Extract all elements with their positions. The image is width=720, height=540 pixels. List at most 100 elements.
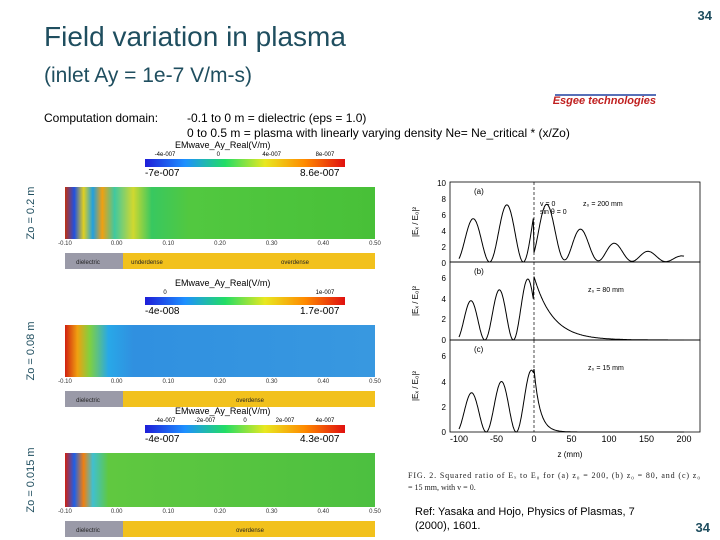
page-number-top: 34 bbox=[698, 8, 713, 23]
axis-tick: 0.20 bbox=[214, 509, 226, 515]
page-number-bottom: 34 bbox=[696, 520, 711, 535]
slide-subtitle: (inlet Ay = 1e-7 V/m-s) bbox=[44, 64, 252, 87]
colorbar-tick: 4e-007 bbox=[262, 152, 281, 158]
region-dielectric bbox=[65, 521, 123, 537]
x-tick-label: 100 bbox=[601, 434, 616, 444]
y-axis-label: |Eₓ / E₀|² bbox=[411, 286, 420, 316]
x-tick-label: -100 bbox=[450, 434, 468, 444]
field-map bbox=[65, 325, 375, 377]
axis-tick: 0.00 bbox=[111, 241, 123, 247]
panel-note: z₀ = 15 mm bbox=[588, 365, 624, 372]
colorbar bbox=[145, 159, 345, 167]
colorbar-min: -7e-007 bbox=[145, 168, 180, 179]
plot-frame bbox=[449, 261, 701, 341]
x-tick-label: 50 bbox=[566, 434, 576, 444]
y-tick-label: 2 bbox=[442, 315, 447, 324]
x-tick-label: -50 bbox=[490, 434, 503, 444]
panel-tag: (a) bbox=[474, 187, 484, 196]
reference: Ref: Yasaka and Hojo, Physics of Plasmas… bbox=[415, 506, 635, 518]
colorbar-tick: 0 bbox=[243, 418, 247, 424]
y-tick-label: 2 bbox=[442, 243, 447, 252]
y-tick-label: 8 bbox=[442, 195, 447, 204]
colorbar-tick: 0 bbox=[163, 290, 167, 296]
panel-note: sin θ = 0 bbox=[540, 209, 567, 216]
panel-tag: (b) bbox=[474, 267, 484, 276]
axis-tick: 0.20 bbox=[214, 241, 226, 247]
axis-tick: 0.50 bbox=[369, 509, 381, 515]
region-plasma bbox=[123, 521, 375, 537]
region-label: overdense bbox=[236, 528, 265, 534]
y-axis-label: |Eₓ / E₀|² bbox=[411, 371, 420, 401]
axis-tick: 0.30 bbox=[266, 241, 278, 247]
side-label: Zo = 0.2 m bbox=[25, 187, 37, 240]
axis-tick: 0.50 bbox=[369, 379, 381, 385]
figure-caption: = 15 mm, with v = 0. bbox=[408, 483, 476, 492]
axis-tick: 0.30 bbox=[266, 379, 278, 385]
y-tick-label: 0 bbox=[442, 428, 447, 437]
y-tick-label: 4 bbox=[442, 295, 447, 304]
field-title: EMwave_Ay_Real(V/m) bbox=[175, 140, 270, 150]
side-label: Zo = 0.08 m bbox=[25, 321, 37, 380]
plot-frame bbox=[449, 339, 701, 433]
region-label: overdense bbox=[281, 260, 310, 266]
axis-tick: 0.50 bbox=[369, 241, 381, 247]
colorbar bbox=[145, 425, 345, 433]
panel-note: z₀ = 200 mm bbox=[583, 201, 623, 208]
logo: Esgee technologies bbox=[553, 95, 656, 107]
colorbar-min: -4e-007 bbox=[145, 434, 180, 445]
axis-tick: 0.00 bbox=[111, 379, 123, 385]
colorbar-tick: -2e-007 bbox=[195, 418, 216, 424]
axis-tick: 0.40 bbox=[317, 379, 329, 385]
colorbar-tick: 8e-007 bbox=[316, 152, 335, 158]
y-tick-label: 0 bbox=[442, 336, 447, 345]
axis-tick: 0.10 bbox=[162, 509, 174, 515]
region-plasma bbox=[123, 391, 375, 407]
axis-tick: 0.40 bbox=[317, 241, 329, 247]
y-tick-label: 2 bbox=[442, 403, 447, 412]
y-axis-label: |Eₓ / E₀|² bbox=[411, 207, 420, 237]
reference: (2000), 1601. bbox=[415, 520, 480, 532]
axis-tick: 0.40 bbox=[317, 509, 329, 515]
domain-line: -0.1 to 0 m = dielectric (eps = 1.0) bbox=[187, 111, 366, 125]
axis-tick: 0.00 bbox=[111, 509, 123, 515]
field-title: EMwave_Ay_Real(V/m) bbox=[175, 406, 270, 416]
field-curve bbox=[458, 276, 684, 341]
colorbar-min: -4e-008 bbox=[145, 306, 180, 317]
domain-line: 0 to 0.5 m = plasma with linearly varyin… bbox=[187, 126, 570, 140]
y-tick-label: 0 bbox=[442, 259, 447, 268]
region-label: overdense bbox=[236, 398, 265, 404]
region-label: underdense bbox=[131, 260, 163, 266]
field-title: EMwave_Ay_Real(V/m) bbox=[175, 278, 270, 288]
x-tick-label: 150 bbox=[639, 434, 654, 444]
axis-tick: 0.10 bbox=[162, 241, 174, 247]
side-label: Zo = 0.015 m bbox=[25, 447, 37, 512]
x-tick-label: 200 bbox=[676, 434, 691, 444]
colorbar-tick: -4e-007 bbox=[155, 418, 176, 424]
y-tick-label: 6 bbox=[442, 211, 447, 220]
colorbar-tick: 2e-007 bbox=[276, 418, 295, 424]
y-tick-label: 4 bbox=[442, 378, 447, 387]
region-label: dielectric bbox=[76, 260, 100, 266]
y-tick-label: 4 bbox=[442, 227, 447, 236]
colorbar-max: 8.6e-007 bbox=[300, 168, 340, 179]
y-tick-label: 6 bbox=[442, 352, 447, 361]
region-label: dielectric bbox=[76, 398, 100, 404]
field-map bbox=[65, 187, 375, 239]
region-dielectric bbox=[65, 391, 123, 407]
colorbar-tick: 1e-007 bbox=[316, 290, 335, 296]
x-tick-label: 0 bbox=[531, 434, 536, 444]
panel-tag: (c) bbox=[474, 345, 484, 354]
axis-tick: 0.10 bbox=[162, 379, 174, 385]
figure-caption: FIG. 2. Squared ratio of Eₓ to E₀ for (a… bbox=[408, 471, 700, 480]
colorbar-tick: 0 bbox=[217, 152, 221, 158]
colorbar-tick: 4e-007 bbox=[316, 418, 335, 424]
region-label: dielectric bbox=[76, 528, 100, 534]
colorbar-max: 1.7e-007 bbox=[300, 306, 340, 317]
x-axis-label: z (mm) bbox=[558, 450, 583, 459]
axis-tick: -0.10 bbox=[58, 509, 72, 515]
plot-frame bbox=[449, 181, 701, 263]
axis-tick: -0.10 bbox=[58, 379, 72, 385]
colorbar-max: 4.3e-007 bbox=[300, 434, 340, 445]
axis-tick: 0.30 bbox=[266, 509, 278, 515]
